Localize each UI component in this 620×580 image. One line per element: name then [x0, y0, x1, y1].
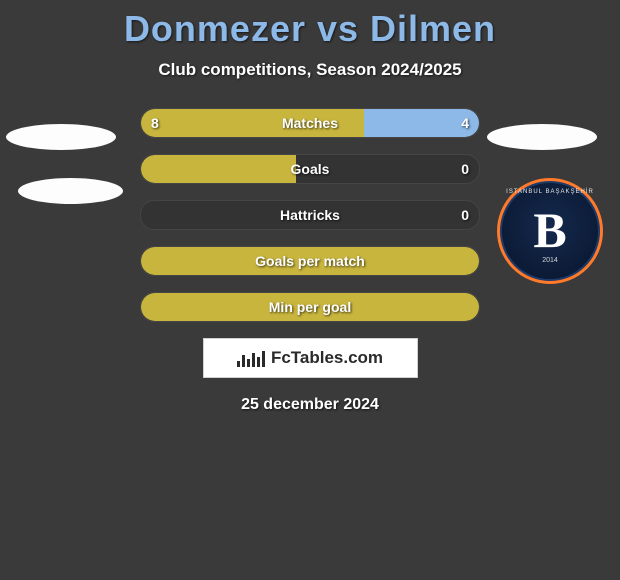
- stat-value-right: 0: [429, 201, 469, 229]
- brand-bar: [242, 355, 245, 367]
- brand-box: FcTables.com: [203, 338, 418, 378]
- crest-arc-text: ISTANBUL BAŞAKŞEHİR: [506, 189, 594, 195]
- date-text: 25 december 2024: [0, 396, 620, 414]
- stat-label: Min per goal: [141, 293, 479, 321]
- page-title: Donmezer vs Dilmen: [0, 0, 620, 50]
- stat-value-right: 0: [429, 155, 469, 183]
- brand-icon: [237, 349, 265, 367]
- brand-bar: [257, 357, 260, 367]
- stat-value-left: 8: [151, 109, 191, 137]
- side-badge-right-0: [487, 124, 597, 150]
- stat-row: Matches84: [140, 108, 480, 138]
- stat-row: Hattricks0: [140, 200, 480, 230]
- brand-bar: [237, 361, 240, 367]
- brand-bar: [252, 353, 255, 367]
- stat-row: Goals0: [140, 154, 480, 184]
- stat-row: Min per goal: [140, 292, 480, 322]
- crest-letter: B: [533, 205, 566, 255]
- team-crest: ISTANBUL BAŞAKŞEHİR B 2014: [497, 178, 603, 284]
- side-badge-left-0: [6, 124, 116, 150]
- crest-year: 2014: [542, 257, 558, 264]
- stat-value-right: 4: [429, 109, 469, 137]
- stat-label: Goals per match: [141, 247, 479, 275]
- brand-bar: [262, 351, 265, 367]
- page-subtitle: Club competitions, Season 2024/2025: [0, 60, 620, 80]
- stats-container: Matches84Goals0Hattricks0Goals per match…: [140, 108, 480, 322]
- brand-bar: [247, 359, 250, 367]
- brand-text: FcTables.com: [271, 348, 383, 368]
- side-badge-left-1: [18, 178, 123, 204]
- stat-row: Goals per match: [140, 246, 480, 276]
